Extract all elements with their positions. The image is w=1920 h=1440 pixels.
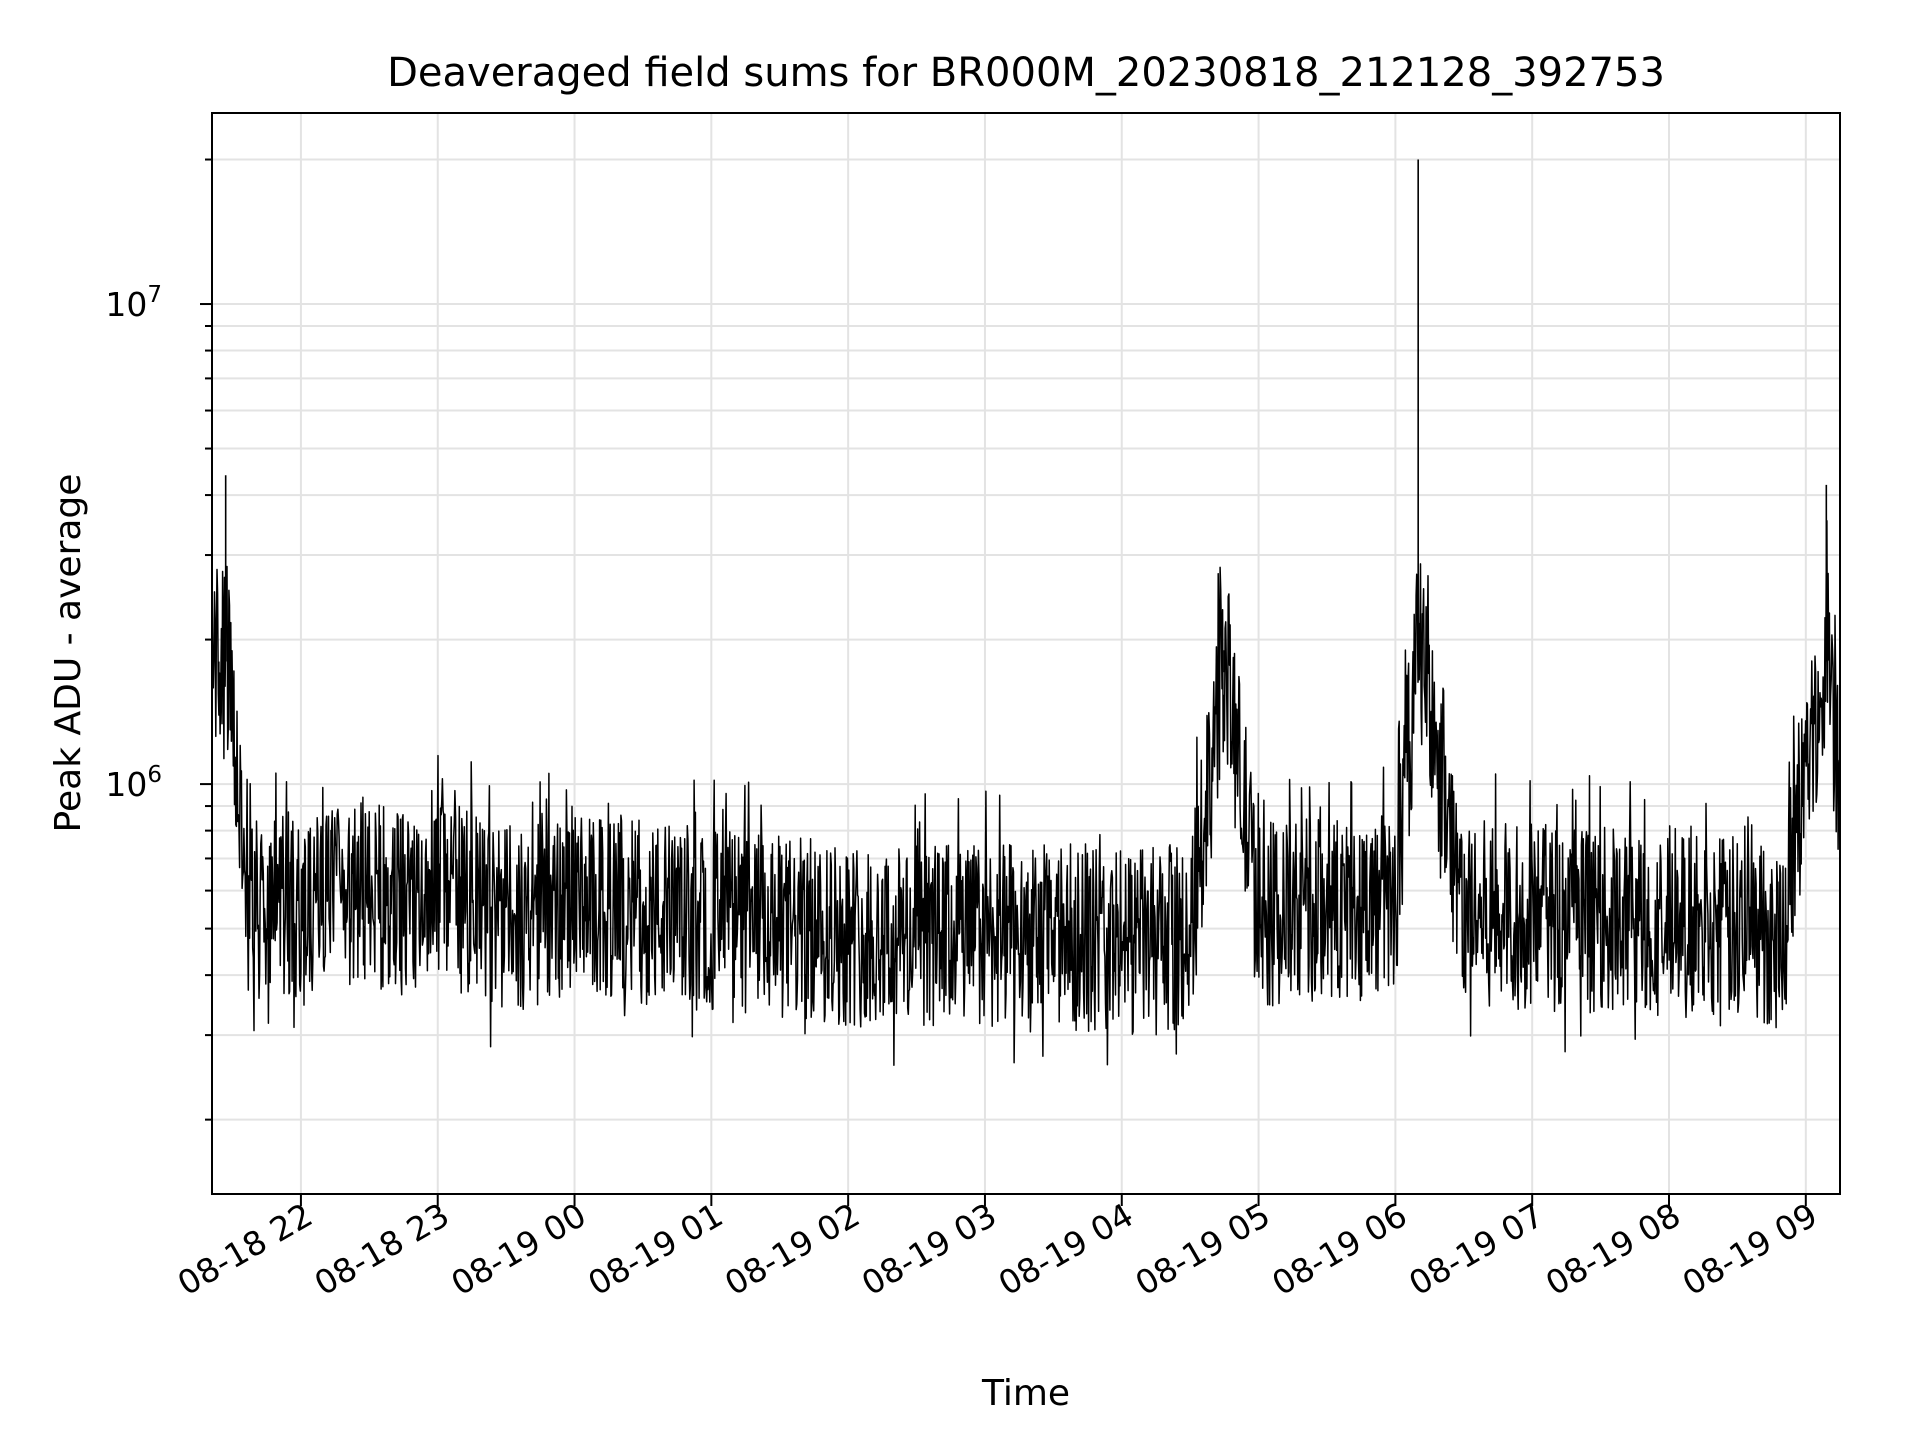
y-tick-label: 107	[105, 282, 162, 324]
y-tick-label: 106	[105, 762, 162, 804]
plot-frame	[211, 112, 1841, 1195]
grid	[212, 113, 1840, 1194]
y-axis: 106 107	[105, 158, 212, 1121]
y-axis-label: Peak ADU - average	[48, 474, 89, 833]
chart-title: Deaveraged field sums for BR000M_2023081…	[387, 50, 1665, 96]
peak-layer	[211, 159, 1828, 684]
series-line	[211, 519, 1841, 1066]
series-layer	[211, 519, 1841, 1066]
x-axis-label: Time	[981, 1373, 1070, 1414]
